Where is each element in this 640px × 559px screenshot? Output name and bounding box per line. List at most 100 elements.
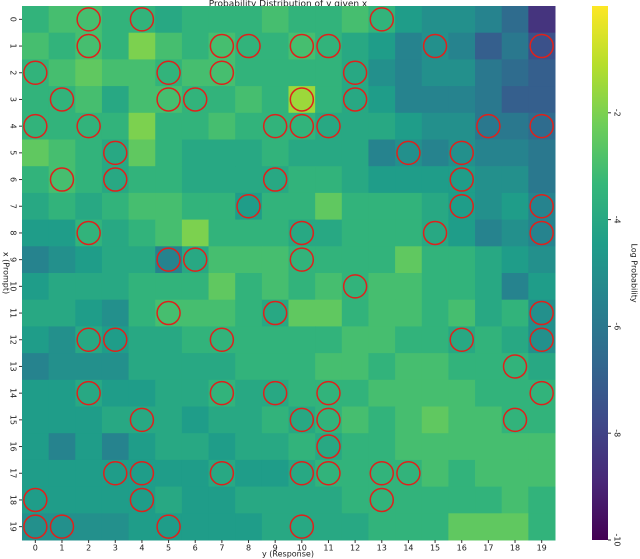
heatmap-cell xyxy=(208,86,236,114)
heatmap-cell xyxy=(22,486,50,514)
heatmap-cell xyxy=(181,219,210,247)
heatmap-cell xyxy=(395,406,423,434)
heatmap-cell xyxy=(22,299,50,327)
heatmap-cell xyxy=(288,112,316,140)
y-tick-label: 8 xyxy=(9,230,18,235)
heatmap-cell xyxy=(101,59,130,87)
colorbar-tick-label: -6 xyxy=(613,322,622,330)
heatmap-cell xyxy=(155,139,183,167)
heatmap-cell xyxy=(101,112,130,140)
heatmap-cell xyxy=(448,32,476,60)
colorbar xyxy=(592,6,608,540)
x-tick-label: 14 xyxy=(403,544,413,553)
heatmap-cell xyxy=(181,379,210,407)
heatmap-cell xyxy=(48,486,76,514)
heatmap-cell xyxy=(75,379,103,407)
heatmap-cell xyxy=(288,219,316,247)
y-tick-label: 16 xyxy=(9,441,18,451)
heatmap-cell xyxy=(261,326,289,354)
heatmap-cell xyxy=(155,86,183,114)
heatmap-cell xyxy=(341,139,369,167)
heatmap-cell xyxy=(208,459,236,488)
heatmap-cell xyxy=(395,219,423,247)
highlight-circle xyxy=(129,461,155,486)
heatmap-cell xyxy=(341,32,369,60)
heatmap-cell xyxy=(261,459,289,488)
heatmap-cell xyxy=(341,299,369,327)
heatmap-cell xyxy=(501,299,529,327)
heatmap-cell xyxy=(75,353,103,381)
heatmap-cell xyxy=(208,112,236,140)
heatmap-cell xyxy=(421,353,449,381)
heatmap-cell xyxy=(48,192,76,221)
heatmap-cell xyxy=(75,459,103,488)
highlight-circle xyxy=(156,247,181,272)
heatmap-cell xyxy=(261,86,289,114)
heatmap-cell xyxy=(448,59,476,87)
heatmap-cell xyxy=(448,406,476,434)
heatmap-cell xyxy=(288,299,316,327)
heatmap-cell xyxy=(261,166,289,194)
heatmap-cell xyxy=(368,433,396,461)
heatmap-cell xyxy=(101,273,130,301)
heatmap-cell xyxy=(22,326,50,354)
heatmap-cell xyxy=(101,459,130,488)
highlight-circle xyxy=(182,247,208,272)
heatmap-cell xyxy=(501,219,529,247)
heatmap-cell xyxy=(315,459,343,488)
heatmap-cell xyxy=(341,459,369,488)
heatmap-cell xyxy=(208,246,236,274)
highlight-circle xyxy=(289,247,315,272)
heatmap-cell xyxy=(235,513,263,541)
heatmap-cell xyxy=(155,299,183,327)
heatmap-cell xyxy=(421,379,449,407)
heatmap-cell xyxy=(155,192,183,221)
x-tick-label: 17 xyxy=(483,544,493,553)
heatmap-cell xyxy=(475,326,503,354)
heatmap-cell xyxy=(368,192,396,221)
heatmap-cell xyxy=(208,299,236,327)
heatmap-cell xyxy=(315,166,343,194)
heatmap-cell xyxy=(101,486,130,514)
heatmap-cell xyxy=(155,379,183,407)
highlight-circle xyxy=(262,113,288,139)
heatmap-cell xyxy=(421,192,449,221)
heatmap-cell xyxy=(235,459,263,488)
heatmap-cell xyxy=(288,353,316,381)
heatmap-cell xyxy=(448,353,476,381)
heatmap-cell xyxy=(208,433,236,461)
heatmap-cell xyxy=(341,86,369,114)
heatmap-cell xyxy=(421,273,449,301)
highlight-circle xyxy=(449,194,474,219)
highlight-circle xyxy=(422,220,448,246)
heatmap-cell xyxy=(235,59,263,87)
heatmap-cell xyxy=(48,299,76,327)
heatmap-cell xyxy=(528,219,556,247)
x-tick-label: 16 xyxy=(457,544,467,553)
heatmap-cell xyxy=(475,459,503,488)
heatmap-cell xyxy=(315,86,343,114)
heatmap-cell xyxy=(448,433,476,461)
heatmap-cell xyxy=(368,86,396,114)
heatmap-cell xyxy=(48,32,76,60)
highlight-circle xyxy=(129,487,155,513)
heatmap-cell xyxy=(155,219,183,247)
heatmap-cell xyxy=(475,86,503,114)
y-tick-label: 19 xyxy=(9,522,18,532)
highlight-circle xyxy=(76,220,101,246)
heatmap-cell xyxy=(181,112,210,140)
x-tick-label: 12 xyxy=(350,544,360,553)
heatmap-cell xyxy=(501,192,529,221)
heatmap-cell xyxy=(101,353,130,381)
heatmap-cell xyxy=(288,513,316,541)
heatmap-cell xyxy=(448,112,476,140)
highlight-circle xyxy=(422,33,448,59)
heatmap-cell xyxy=(101,192,130,221)
heatmap-cell xyxy=(368,299,396,327)
heatmap-cell xyxy=(261,273,289,301)
heatmap-cell xyxy=(155,353,183,381)
heatmap-cell xyxy=(501,86,529,114)
heatmap-cell xyxy=(528,513,556,541)
heatmap-cell xyxy=(22,353,50,381)
